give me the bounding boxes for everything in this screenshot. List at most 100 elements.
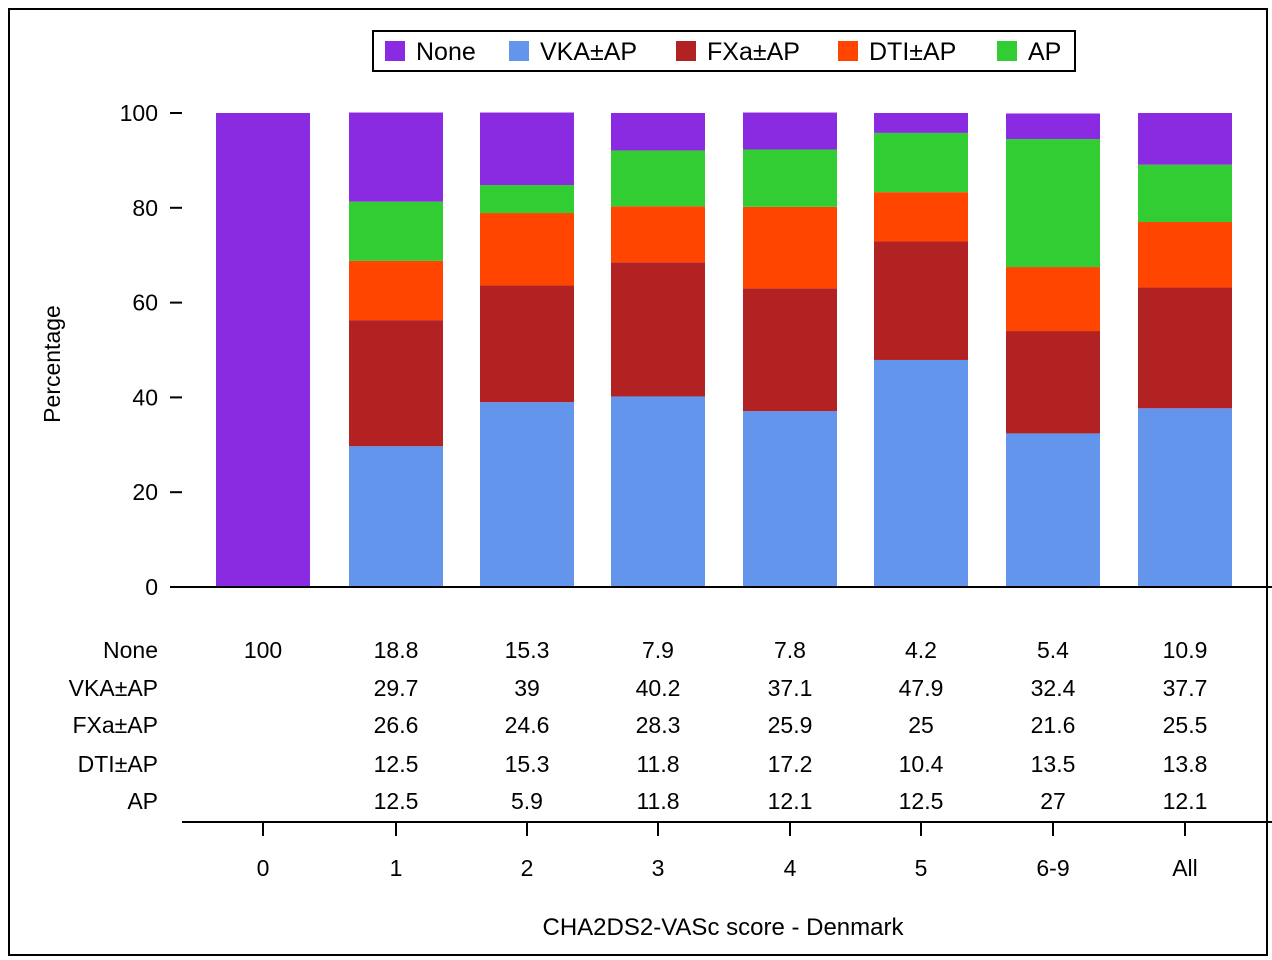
table-cell-dti-pm-ap-all: 13.8 xyxy=(1163,751,1208,777)
x-axis: 0 1 2 3 4 5 6-9 All xyxy=(182,821,1272,881)
table-cell-fxa-pm-ap-2: 24.6 xyxy=(505,712,550,738)
y-tick-label-40: 40 xyxy=(132,384,158,410)
table-row-label-vka-pm-ap: VKA±AP xyxy=(69,675,158,701)
x-tick-label-0: 0 xyxy=(257,855,270,881)
table-cell-dti-pm-ap-6-9: 13.5 xyxy=(1031,751,1076,777)
table-cell-fxa-pm-ap-all: 25.5 xyxy=(1163,712,1208,738)
bar-dti-pm-ap-1 xyxy=(349,260,443,321)
bar-ap-all xyxy=(1138,164,1232,223)
table-cell-vka-pm-ap-6-9: 32.4 xyxy=(1031,675,1076,701)
x-tick-label-1: 1 xyxy=(390,855,403,881)
x-tick-label-6-9: 6-9 xyxy=(1036,855,1069,881)
legend: None VKA±AP FXa±AP DTI±AP AP xyxy=(372,30,1076,72)
legend-label-none: None xyxy=(416,38,476,66)
table-cell-vka-pm-ap-4: 37.1 xyxy=(768,675,813,701)
bar-none-1 xyxy=(349,112,443,202)
value-table: None 100 18.8 15.3 7.9 7.8 4.2 5.4 10.9 VKA±AP 29.… xyxy=(69,637,1208,814)
table-row-label-fxa-pm-ap: FXa±AP xyxy=(73,712,159,738)
bar-none-all xyxy=(1138,113,1232,165)
bar-ap-3 xyxy=(611,150,705,207)
bar-none-3 xyxy=(611,113,705,151)
x-tick-label-3: 3 xyxy=(652,855,665,881)
legend-swatch-ap xyxy=(997,41,1017,61)
bar-dti-pm-ap-6-9 xyxy=(1006,267,1100,332)
bar-ap-5 xyxy=(874,132,968,193)
legend-swatch-dti-pm-ap xyxy=(838,41,858,61)
table-row-label-dti-pm-ap: DTI±AP xyxy=(78,751,158,777)
table-cell-vka-pm-ap-2: 39 xyxy=(514,675,540,701)
bars xyxy=(216,112,1232,587)
bar-fxa-pm-ap-5 xyxy=(874,241,968,360)
y-axis: 0 20 40 60 80 100 xyxy=(120,100,1272,600)
table-cell-dti-pm-ap-5: 10.4 xyxy=(899,751,944,777)
bar-none-6-9 xyxy=(1006,113,1100,140)
legend-box xyxy=(372,30,1076,72)
bar-vka-pm-ap-6-9 xyxy=(1006,433,1100,587)
table-row-label-ap: AP xyxy=(127,788,158,814)
bar-vka-pm-ap-5 xyxy=(874,359,968,587)
bar-vka-pm-ap-2 xyxy=(480,402,574,587)
legend-label-dti-pm-ap: DTI±AP xyxy=(869,38,956,66)
y-tick-label-100: 100 xyxy=(120,100,158,126)
table-cell-fxa-pm-ap-4: 25.9 xyxy=(768,712,813,738)
bar-fxa-pm-ap-6-9 xyxy=(1006,331,1100,434)
table-cell-none-3: 7.9 xyxy=(642,637,674,663)
table-cell-dti-pm-ap-3: 11.8 xyxy=(636,751,679,777)
bar-none-2 xyxy=(480,112,574,186)
bar-dti-pm-ap-all xyxy=(1138,222,1232,288)
table-cell-dti-pm-ap-1: 12.5 xyxy=(374,751,419,777)
table-cell-vka-pm-ap-3: 40.2 xyxy=(636,675,681,701)
table-cell-none-all: 10.9 xyxy=(1163,637,1208,663)
table-cell-none-6-9: 5.4 xyxy=(1037,637,1069,663)
bar-none-5 xyxy=(874,113,968,133)
table-cell-fxa-pm-ap-1: 26.6 xyxy=(374,712,419,738)
bar-fxa-pm-ap-1 xyxy=(349,320,443,447)
table-cell-ap-3: 11.8 xyxy=(636,788,679,814)
bar-vka-pm-ap-1 xyxy=(349,446,443,587)
legend-swatch-fxa-pm-ap xyxy=(676,41,696,61)
table-cell-none-2: 15.3 xyxy=(505,637,550,663)
y-axis-label: Percentage xyxy=(39,305,65,423)
y-tick-label-60: 60 xyxy=(132,290,158,316)
legend-label-fxa-pm-ap: FXa±AP xyxy=(707,38,800,66)
bar-dti-pm-ap-5 xyxy=(874,192,968,242)
table-cell-fxa-pm-ap-6-9: 21.6 xyxy=(1031,712,1076,738)
table-cell-fxa-pm-ap-5: 25 xyxy=(908,712,934,738)
table-cell-ap-1: 12.5 xyxy=(374,788,419,814)
bar-dti-pm-ap-4 xyxy=(743,206,837,289)
table-cell-vka-pm-ap-5: 47.9 xyxy=(899,675,944,701)
bar-fxa-pm-ap-2 xyxy=(480,285,574,403)
table-cell-vka-pm-ap-1: 29.7 xyxy=(374,675,419,701)
bar-ap-2 xyxy=(480,185,574,214)
x-axis-label: CHA2DS2-VASc score - Denmark xyxy=(543,914,905,941)
legend-swatch-vka-pm-ap xyxy=(509,41,529,61)
bar-vka-pm-ap-4 xyxy=(743,411,837,587)
y-tick-label-0: 0 xyxy=(145,574,158,600)
x-tick-label-4: 4 xyxy=(784,855,797,881)
y-tick-label-20: 20 xyxy=(132,479,158,505)
x-tick-label-all: All xyxy=(1172,855,1198,881)
table-cell-ap-all: 12.1 xyxy=(1163,788,1208,814)
legend-label-vka-pm-ap: VKA±AP xyxy=(540,38,637,66)
table-cell-dti-pm-ap-4: 17.2 xyxy=(768,751,813,777)
table-cell-ap-2: 5.9 xyxy=(511,788,543,814)
bar-vka-pm-ap-all xyxy=(1138,408,1232,587)
bar-none-4 xyxy=(743,112,837,150)
bar-dti-pm-ap-3 xyxy=(611,206,705,263)
table-cell-ap-6-9: 27 xyxy=(1040,788,1066,814)
bar-fxa-pm-ap-4 xyxy=(743,288,837,412)
y-tick-label-80: 80 xyxy=(132,195,158,221)
x-tick-label-5: 5 xyxy=(915,855,928,881)
table-cell-none-0: 100 xyxy=(244,637,282,663)
bar-fxa-pm-ap-3 xyxy=(611,262,705,397)
x-tick-label-2: 2 xyxy=(521,855,534,881)
legend-swatch-none xyxy=(385,41,405,61)
bar-ap-1 xyxy=(349,201,443,261)
legend-label-ap: AP xyxy=(1028,38,1061,66)
table-row-label-none: None xyxy=(103,637,158,663)
bar-none-0 xyxy=(216,113,310,587)
bar-dti-pm-ap-2 xyxy=(480,213,574,286)
table-cell-none-5: 4.2 xyxy=(905,637,937,663)
bar-ap-6-9 xyxy=(1006,139,1100,268)
